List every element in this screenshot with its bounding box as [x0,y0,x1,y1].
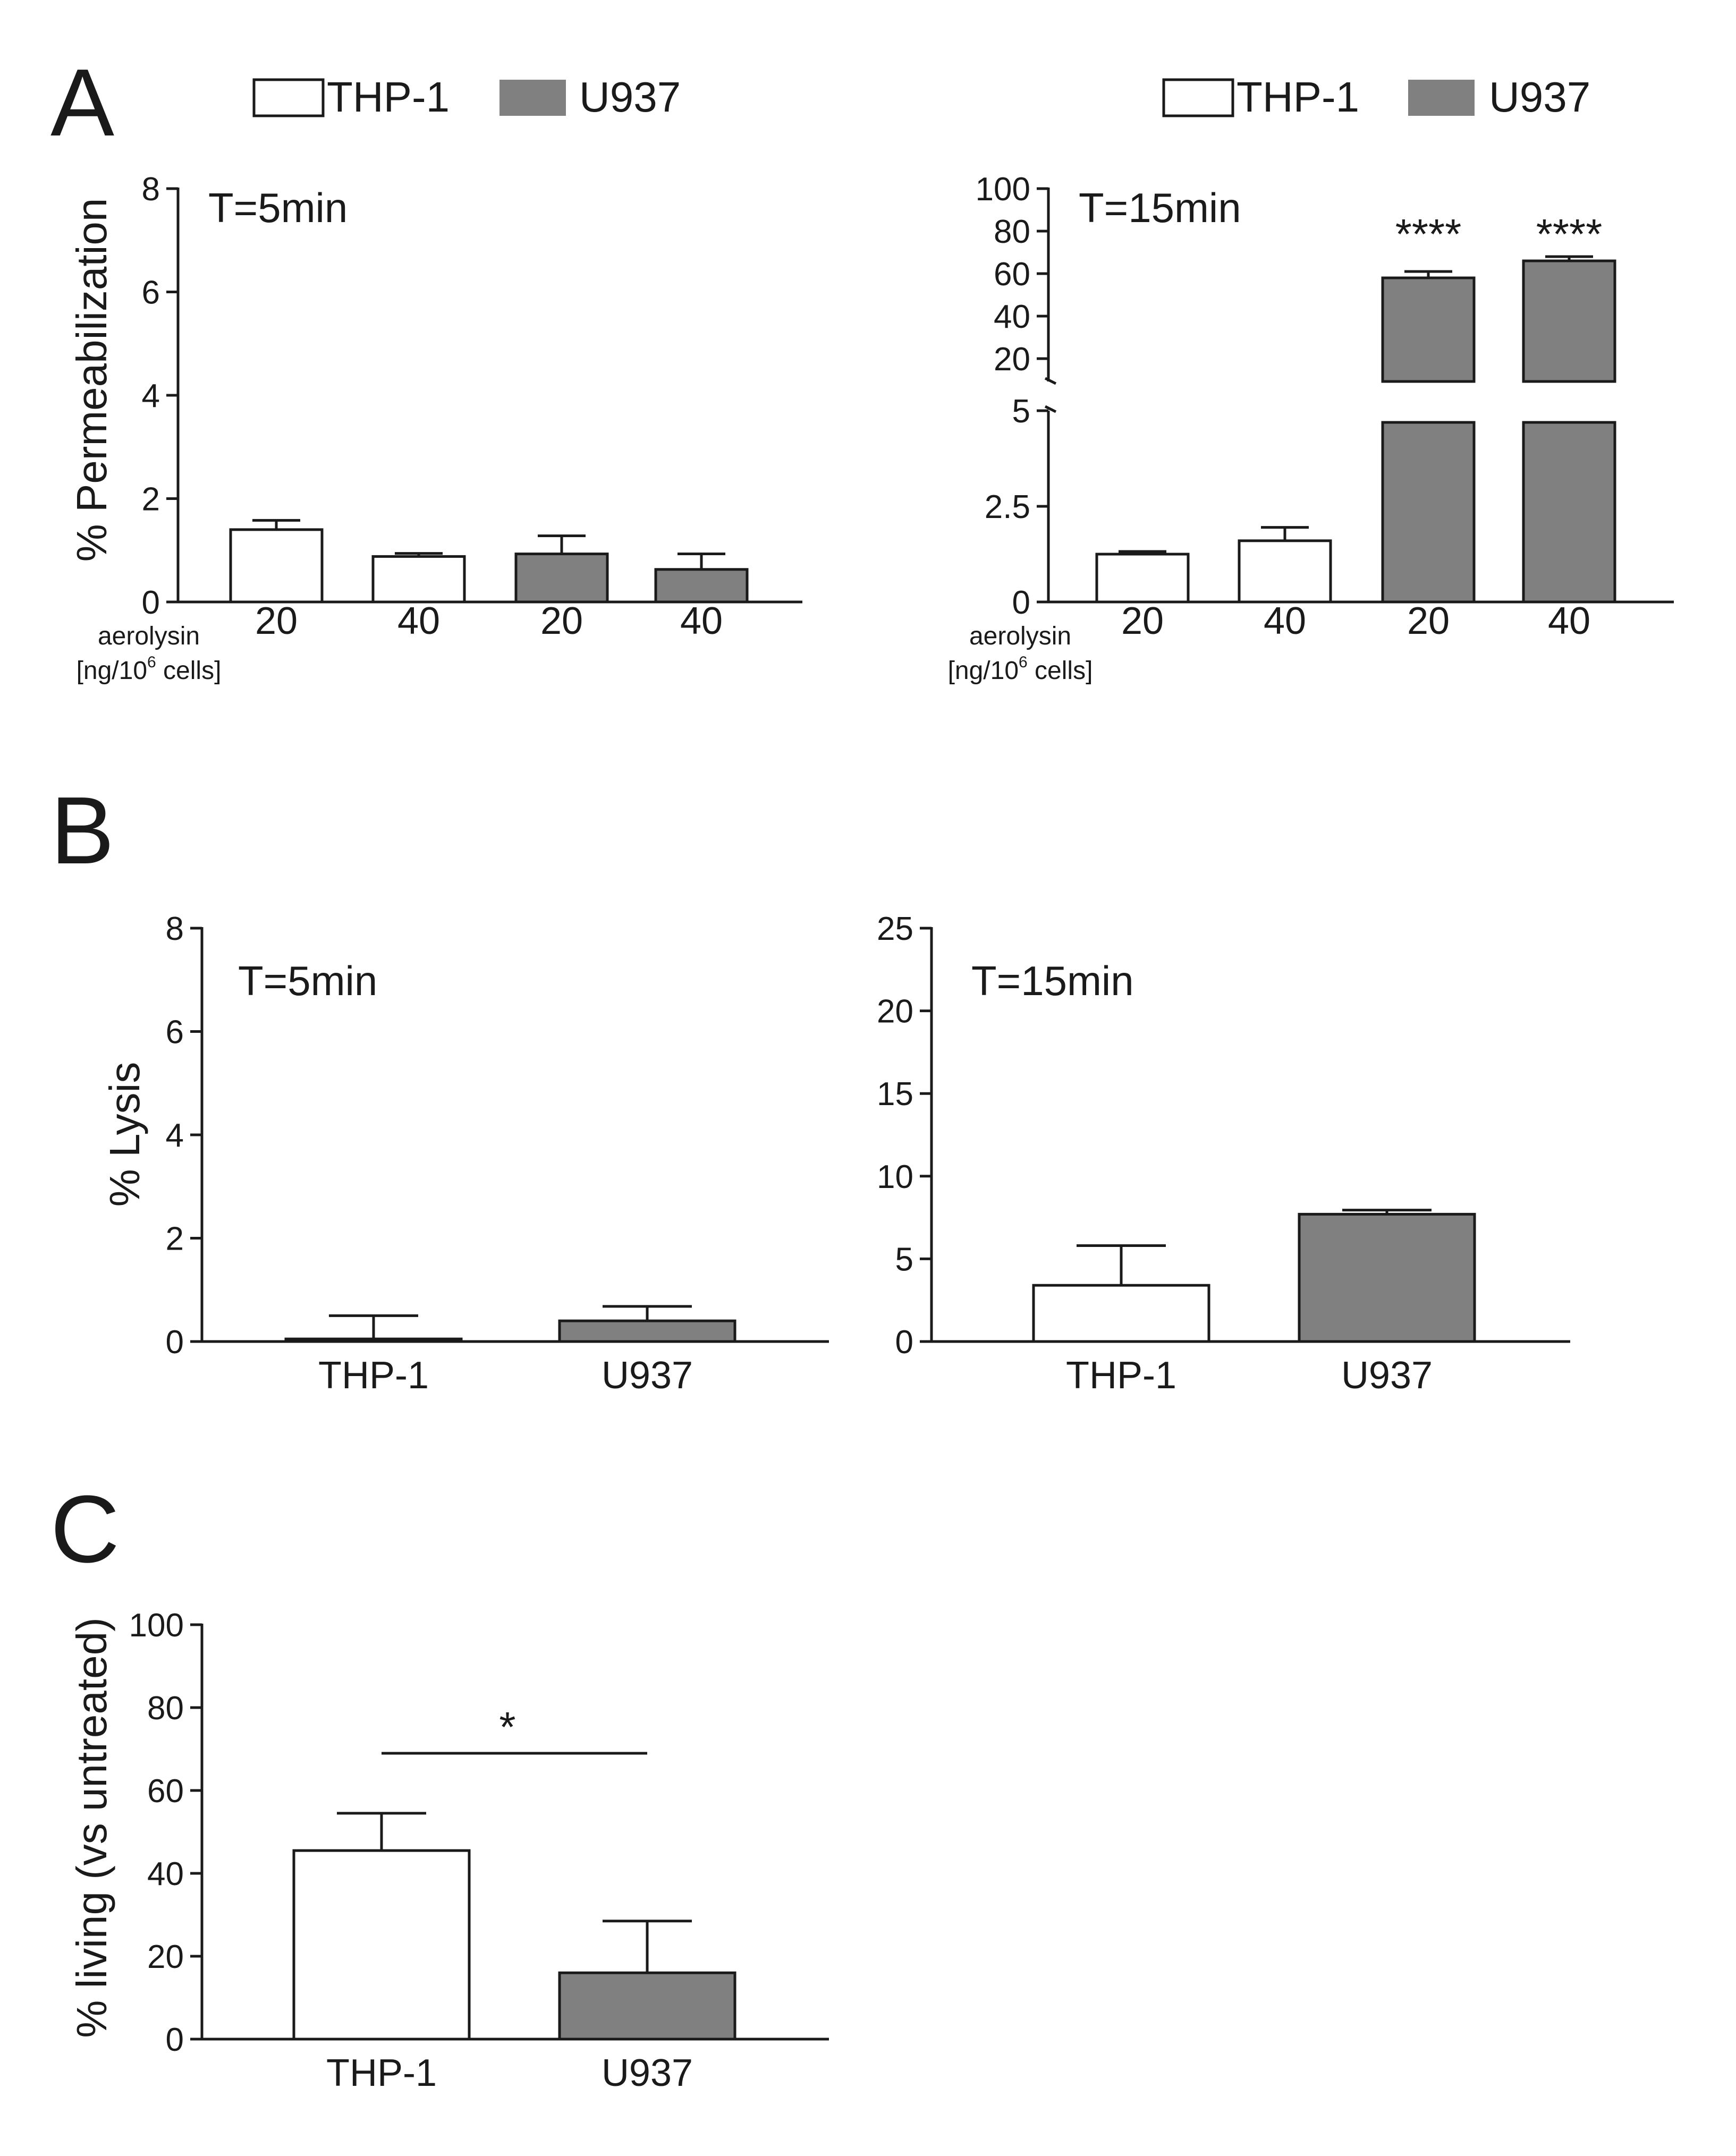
legend-label-u937: U937 [579,73,681,121]
x-caption-line1: aerolysin [98,622,200,650]
chart-title: T=15min [971,957,1134,1004]
y-axis-label: % living (vs untreated) [68,1617,115,2038]
y-tick-label: 5 [895,1241,913,1278]
bar-lower-segment [1522,421,1616,604]
chart-living: 0 20 40 60 80 100 THP-1 U937 % living (vs untrea… [68,1607,829,2094]
y-tick-label: 0 [142,584,160,621]
chart-title: T=5min [208,184,348,231]
y-tick-label: 20 [147,1939,184,1975]
y-tick-label: 2.5 [985,489,1030,525]
y-tick-label: 0 [895,1324,913,1361]
y-tick-label: 0 [166,1324,184,1361]
y-tick-label: 80 [994,214,1030,250]
legend-right: THP-1 U937 [1162,73,1590,121]
axis-break-mark [1044,377,1057,385]
y-tick-label: 6 [166,1014,184,1051]
x-caption-line2: [ng/106 cells] [77,653,222,685]
bar [558,1319,736,1343]
y-tick-label: 100 [129,1607,184,1644]
bar-lower-segment [1381,421,1476,604]
x-tick-label: U937 [602,2052,693,2094]
bar [1298,1212,1476,1343]
x-caption-left: aerolysin [ng/106 cells] [77,622,222,685]
y-tick-label: 20 [877,994,913,1030]
bar [1238,539,1332,604]
legend-left: THP-1 U937 [252,73,681,121]
legend-label-thp1: THP-1 [1237,73,1359,121]
y-tick-label: 60 [147,1773,184,1810]
y-tick-label: 8 [142,171,160,208]
y-tick-label: 6 [142,275,160,311]
y-tick-label: 4 [166,1117,184,1154]
y-tick-label: 2 [166,1221,184,1258]
bar [1095,553,1190,604]
legend-label-thp1: THP-1 [327,73,450,121]
x-tick-label: 20 [1121,600,1164,642]
bar [1032,1284,1210,1343]
y-tick-label: 40 [147,1856,184,1892]
y-tick-label: 40 [994,299,1030,335]
bar [371,555,466,604]
bar-upper-segment [1381,276,1476,383]
significance-label: * [499,1703,515,1751]
x-tick-label: 40 [680,600,723,642]
bar [654,568,749,604]
chart-lysis-5min: 0 2 4 6 8 THP-1 U937 T=5min % Lysis [101,911,829,1397]
y-tick-label: 80 [147,1690,184,1727]
y-axis-label: % Lysis [101,1062,148,1207]
axis-break-mark [1044,405,1057,413]
bar [292,1849,471,2041]
x-tick-label: THP-1 [318,1354,429,1397]
x-tick-label: 40 [1548,600,1590,642]
y-tick-label: 60 [994,256,1030,293]
panel-letter-b: B [50,777,114,884]
panel-letter-a: A [50,49,114,156]
x-tick-label: THP-1 [326,2052,437,2094]
y-tick-label: 4 [142,378,160,414]
legend-label-u937: U937 [1489,73,1590,121]
chart-permeabilization-5min: 0 2 4 6 8 20 40 20 40 T=5min % Permeabilization [68,171,802,642]
y-tick-label: 0 [166,2022,184,2058]
y-tick-label: 25 [877,911,913,947]
x-tick-label: 20 [1407,600,1450,642]
bar [558,1971,736,2041]
y-axis-label: % Permeabilization [68,198,115,562]
y-tick-label: 8 [166,911,184,947]
chart-permeabilization-15min: 0 2.5 5 20 40 60 80 100 20 40 **** 20 **** 40 T=15min [976,171,1674,642]
y-tick-label: 20 [994,341,1030,378]
x-tick-label: 40 [1264,600,1306,642]
x-caption-line2: [ng/106 cells] [948,653,1093,685]
legend-swatch-thp1 [252,78,325,117]
x-tick-label: 40 [397,600,440,642]
x-tick-label: 20 [255,600,298,642]
y-tick-label: 10 [877,1159,913,1195]
chart-title: T=15min [1079,184,1241,231]
x-caption-right: aerolysin [ng/106 cells] [948,622,1093,685]
x-caption-line1: aerolysin [969,622,1071,650]
y-tick-label: 100 [976,171,1030,208]
legend-swatch-thp1 [1162,78,1234,117]
x-tick-label: 20 [540,600,583,642]
panel-letter-c: C [50,1476,120,1583]
y-tick-label: 2 [142,481,160,518]
bar [229,528,324,604]
legend-swatch-u937 [1408,80,1475,116]
significance-label: **** [1395,210,1462,258]
y-tick-label: 0 [1012,584,1030,621]
x-tick-label: THP-1 [1066,1354,1176,1397]
x-tick-label: U937 [1341,1354,1433,1397]
bar [514,553,609,604]
x-tick-label: U937 [602,1354,693,1397]
legend-swatch-u937 [499,80,566,116]
bar [284,1337,463,1343]
significance-label: **** [1536,210,1603,258]
bar-upper-segment [1522,259,1616,383]
y-tick-label: 15 [877,1076,913,1113]
chart-title: T=5min [238,957,377,1004]
chart-lysis-15min: 0 5 10 15 20 25 THP-1 U937 T=15min [877,911,1570,1397]
y-tick-label: 5 [1012,393,1030,430]
